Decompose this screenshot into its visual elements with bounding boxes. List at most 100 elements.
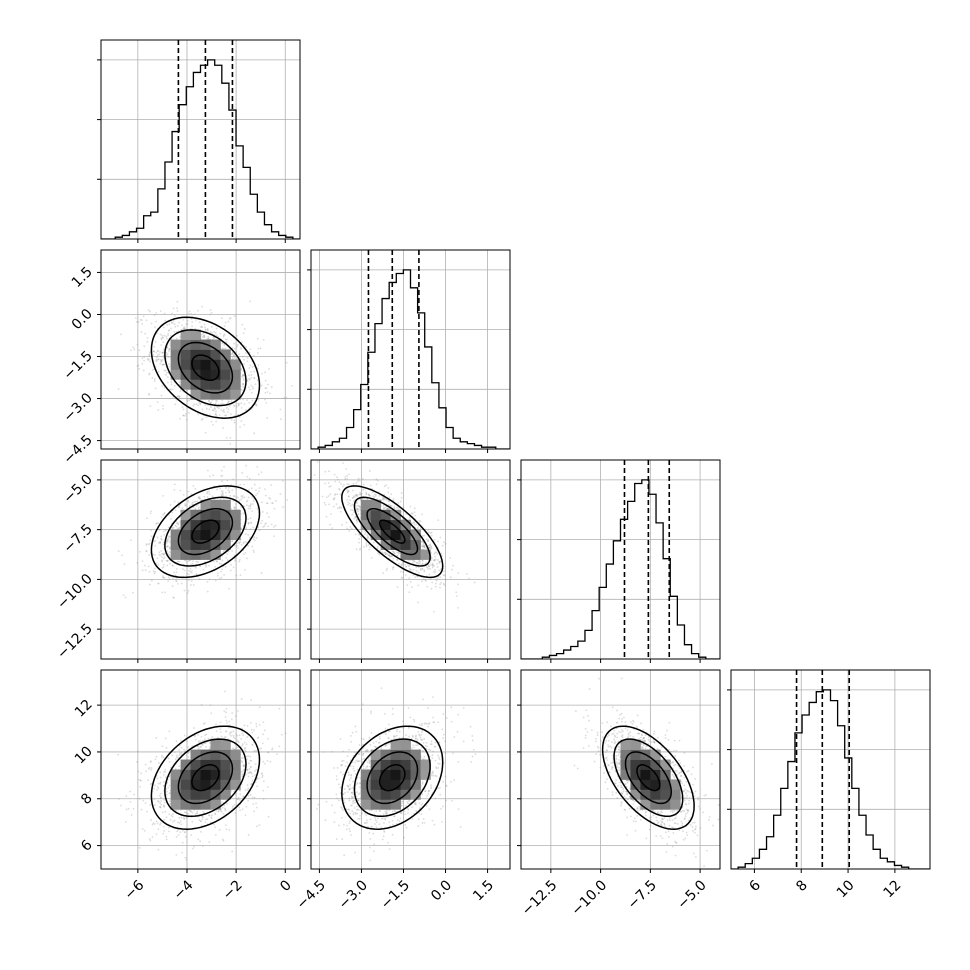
scatter-point (149, 512, 152, 515)
scatter-point (365, 542, 368, 544)
scatter-point (148, 542, 151, 545)
scatter-point (333, 494, 336, 496)
scatter-point (367, 493, 370, 496)
scatter-point (167, 526, 170, 529)
scatter-point (227, 400, 230, 403)
scatter-point (209, 402, 212, 404)
scatter-point (367, 535, 369, 538)
scatter-point (249, 528, 252, 531)
density-cell (410, 529, 421, 540)
scatter-point (236, 345, 238, 348)
scatter-point (423, 534, 426, 537)
scatter-point (256, 352, 259, 354)
scatter-point (147, 358, 150, 360)
scatter-point (199, 497, 202, 499)
scatter-point (225, 730, 228, 733)
scatter-point (161, 358, 164, 361)
scatter-point (163, 533, 166, 536)
scatter-point (168, 554, 171, 557)
scatter-point (430, 587, 433, 590)
scatter-point (324, 503, 327, 506)
scatter-point (411, 522, 413, 524)
scatter-point (248, 377, 251, 380)
scatter-point (340, 506, 343, 509)
scatter-point (228, 404, 231, 407)
scatter-point (201, 743, 203, 746)
scatter-point (261, 501, 263, 504)
scatter-point (442, 541, 445, 543)
scatter-point (419, 567, 422, 570)
scatter-point (182, 318, 185, 321)
scatter-point (232, 404, 235, 407)
scatter-point (186, 397, 189, 400)
scatter-point (199, 402, 202, 405)
contour-line (164, 496, 247, 567)
scatter-point (241, 355, 244, 358)
scatter-point (240, 757, 243, 760)
scatter-point (256, 492, 259, 495)
scatter-point (232, 354, 235, 357)
scatter-point (408, 564, 411, 567)
scatter-point (224, 414, 226, 417)
scatter-point (175, 525, 178, 528)
scatter-point (161, 334, 164, 337)
density-cell (400, 539, 411, 550)
scatter-point (427, 540, 430, 542)
scatter-point (428, 573, 431, 576)
scatter-point (163, 452, 165, 454)
scatter-point (223, 710, 226, 712)
scatter-point (411, 586, 413, 589)
scatter-point (240, 348, 242, 350)
density-cell (220, 499, 231, 511)
scatter-point (369, 494, 372, 497)
scatter-point (162, 825, 165, 828)
scatter-point (162, 514, 164, 516)
scatter-point (222, 812, 225, 815)
scatter-point (368, 548, 370, 551)
scatter-point (151, 377, 154, 379)
density-cell (210, 359, 221, 370)
scatter-point (264, 494, 267, 497)
scatter-point (382, 504, 385, 507)
scatter-point (136, 760, 138, 763)
scatter-point (427, 565, 430, 568)
scatter-point (137, 321, 140, 323)
scatter-point (245, 346, 248, 348)
scatter-point (228, 491, 231, 494)
density-cell (180, 329, 191, 340)
scatter-point (221, 806, 224, 809)
scatter-point (247, 534, 250, 536)
scatter-point (243, 569, 246, 571)
scatter-point (251, 385, 254, 388)
scatter-point (263, 525, 266, 528)
scatter-point (182, 408, 185, 411)
scatter-point (358, 479, 361, 481)
scatter-point (133, 348, 136, 351)
scatter-point (393, 507, 396, 510)
scatter-point (377, 545, 379, 548)
scatter-point (196, 812, 199, 815)
scatter-point (229, 494, 232, 497)
scatter-point (235, 334, 238, 337)
scatter-point (266, 417, 269, 419)
scatter-point (176, 522, 178, 525)
scatter-point (357, 507, 359, 510)
scatter-point (171, 585, 174, 588)
scatter-point (225, 407, 228, 409)
scatter-point (413, 560, 416, 563)
density-cell (190, 339, 201, 350)
scatter-point (247, 496, 250, 499)
scatter-point (422, 563, 424, 565)
scatter-point (163, 386, 166, 389)
scatter-point (400, 496, 403, 499)
contour-line (353, 496, 431, 567)
scatter-point (207, 399, 210, 402)
scatter-point (361, 478, 364, 480)
scatter-point (250, 487, 253, 490)
scatter-point (217, 407, 220, 410)
scatter-point (198, 321, 201, 324)
scatter-point (213, 337, 216, 340)
scatter-point (223, 807, 226, 810)
scatter-point (242, 398, 244, 401)
scatter-point (422, 543, 425, 546)
